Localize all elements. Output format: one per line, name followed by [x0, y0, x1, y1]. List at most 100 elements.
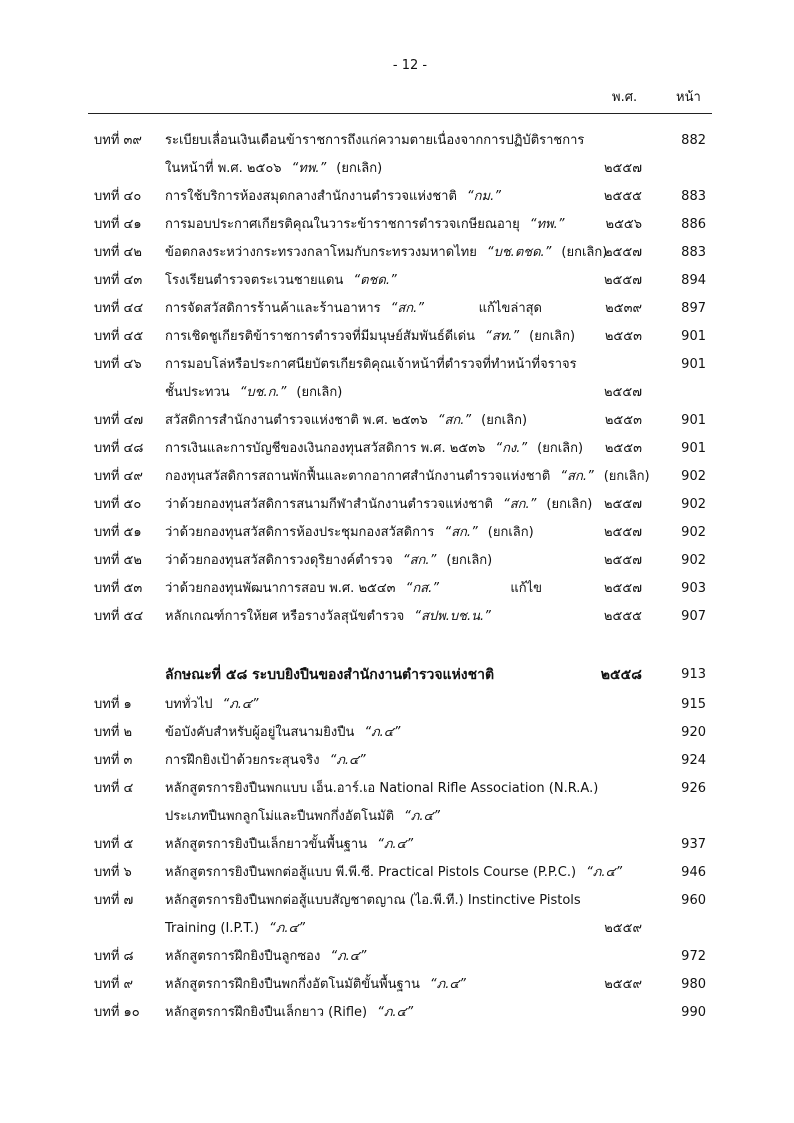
title-segment: “กส.”	[405, 581, 439, 596]
title-line: หลักสูตรการฝึกยิงปืนลูกซอง “ภ.๔”	[165, 947, 376, 967]
title-segment: ว่าด้วยกองทุนพัฒนาการสอบ พ.ศ. ๒๕๔๓	[165, 581, 396, 596]
chapter-label: บทที่ ๓	[94, 753, 133, 768]
title-segment: Training (I.P.T.)	[165, 921, 260, 936]
year: ๒๕๕๙	[604, 977, 642, 992]
title-line: หลักสูตรการยิงปืนพกแบบ เอ็น.อาร์.เอ Nati…	[165, 779, 608, 799]
title-segment: สวัสดิการสำนักงานตำรวจแห่งชาติ พ.ศ. ๒๕๓๖	[165, 413, 428, 428]
page-ref: 886	[681, 217, 706, 232]
title-segment: ในหน้าที่ พ.ศ. ๒๕๐๖	[165, 161, 282, 176]
title-segment: “ภ.๔”	[269, 921, 306, 936]
chapter-label: บทที่ ๔	[94, 781, 134, 796]
title-segment: หลักสูตรการฝึกยิงปืนลูกซอง	[165, 949, 321, 964]
chapter-label: บทที่ ๘	[94, 949, 134, 964]
year: ๒๕๕๕	[603, 609, 642, 624]
title-segment: “สก.”	[390, 301, 425, 316]
page-ref: 920	[681, 725, 706, 740]
chapter-label: บทที่ ๔๐	[94, 189, 142, 204]
page-ref: 901	[681, 329, 706, 344]
title-segment: “สก.”	[560, 469, 594, 484]
year: ๒๕๕๙	[604, 921, 642, 936]
title-segment: (ยกเลิก)	[446, 553, 493, 568]
note: แก้ไข	[510, 581, 542, 596]
title-line: โรงเรียนตำรวจตระเวนชายแดน “ตชด.”	[165, 271, 407, 291]
title-line: ระเบียบเลื่อนเงินเดือนข้าราชการถึงแก่ควา…	[165, 131, 594, 151]
title-line: ในหน้าที่ พ.ศ. ๒๕๐๖ “ทพ.” (ยกเลิก)	[165, 159, 392, 179]
page-ref: 882	[681, 133, 706, 148]
page-ref: 924	[681, 753, 706, 768]
title-segment: ว่าด้วยกองทุนสวัสดิการวงดุริยางค์ตำรวจ	[165, 553, 393, 568]
title-segment: ข้อตกลงระหว่างกระทรวงกลาโหมกับกระทรวงมหา…	[165, 245, 477, 260]
title-segment: “สก.”	[502, 497, 537, 512]
title-segment: การฝึกยิงเป้าด้วยกระสุนจริง	[165, 753, 320, 768]
title-segment: “กง.”	[495, 441, 528, 456]
title-segment: (ยกเลิก)	[336, 161, 383, 176]
title-line: หลักสูตรการฝึกยิงปืนพกกึ่งอัตโนมัติขั้นพ…	[165, 975, 476, 995]
title-line: การใช้บริการห้องสมุดกลางสำนักงานตำรวจแห่…	[165, 187, 511, 207]
title-line: ข้อตกลงระหว่างกระทรวงกลาโหมกับกระทรวงมหา…	[165, 243, 617, 263]
title-segment: “ภ.๔”	[222, 697, 259, 712]
title-line: หลักเกณฑ์การให้ยศ หรือรางวัลสุนัขตำรวจ “ส…	[165, 607, 501, 627]
year: ๒๕๕๗	[603, 385, 642, 400]
title-segment: “ทพ.”	[529, 217, 565, 232]
title-segment: การใช้บริการห้องสมุดกลางสำนักงานตำรวจแห่…	[165, 189, 457, 204]
title-line: การเชิดชูเกียรติข้าราชการตำรวจที่มีมนุษย…	[165, 327, 585, 347]
page-ref: 990	[681, 1005, 706, 1020]
title-line: Training (I.P.T.) “ภ.๔”	[165, 919, 315, 939]
chapter-label: บทที่ ๔๒	[94, 245, 142, 260]
title-segment: “ภ.๔”	[377, 1005, 414, 1020]
title-line: การจัดสวัสดิการร้านค้าและร้านอาหาร “สก.”	[165, 299, 434, 319]
chapter-label: บทที่ ๕๒	[94, 553, 142, 568]
title-segment: “บช.ก.”	[239, 385, 287, 400]
title-line: การเงินและการบัญชีของเงินกองทุนสวัสดิการ…	[165, 439, 593, 459]
title-segment: หลักสูตรการยิงปืนพกต่อสู้แบบ พี.พี.ซี. P…	[165, 865, 577, 880]
chapter-label: บทที่ ๔๖	[94, 357, 142, 372]
title-segment: “สก.”	[437, 413, 472, 428]
section-page: 913	[681, 667, 706, 682]
title-segment: การมอบโล่หรือประกาศนียบัตรเกียรติคุณเจ้า…	[165, 357, 577, 372]
title-segment: ประเภทปืนพกลูกโม่และปืนพกกึ่งอัตโนมัติ	[165, 809, 395, 824]
title-segment: “ภ.๔”	[377, 837, 414, 852]
title-segment: (ยกเลิก)	[546, 497, 593, 512]
title-segment: “ภ.๔”	[330, 949, 367, 964]
page-number: - 12 -	[392, 58, 428, 73]
chapter-label: บทที่ ๒	[94, 725, 133, 740]
title-line: ข้อบังคับสำหรับผู้อยู่ในสนามยิงปืน “ภ.๔”	[165, 723, 410, 743]
title-segment: “ตชด.”	[353, 273, 397, 288]
title-segment: (ยกเลิก)	[561, 245, 608, 260]
section-year: ๒๕๕๘	[600, 667, 642, 683]
title-segment: (ยกเลิก)	[296, 385, 343, 400]
chapter-label: บทที่ ๖	[94, 865, 132, 880]
chapter-label: บทที่ ๕๑	[94, 525, 142, 540]
page-ref: 894	[681, 273, 706, 288]
page-ref: 980	[681, 977, 706, 992]
title-segment: หลักสูตรการฝึกยิงปืนเล็กยาว (Rifle)	[165, 1005, 368, 1020]
year: ๒๕๕๗	[603, 497, 642, 512]
year: ๒๕๕๗	[603, 273, 642, 288]
page-ref: 960	[681, 893, 706, 908]
chapter-label: บทที่ ๙	[94, 977, 134, 992]
year: ๒๕๕๓	[604, 441, 642, 456]
page-ref: 926	[681, 781, 706, 796]
page-ref: 937	[681, 837, 706, 852]
chapter-label: บทที่ ๔๘	[94, 441, 144, 456]
year: ๒๕๕๗	[603, 553, 642, 568]
page-ref: 901	[681, 357, 706, 372]
title-segment: (ยกเลิก)	[603, 469, 650, 484]
note: แก้ไขล่าสุด	[478, 301, 542, 316]
title-segment: “สท.”	[485, 329, 520, 344]
chapter-label: บทที่ ๕๓	[94, 581, 143, 596]
title-line: การมอบประกาศเกียรติคุณในวาระข้าราชการตำร…	[165, 215, 574, 235]
chapter-label: บทที่ ๔๗	[94, 413, 144, 428]
title-segment: ข้อบังคับสำหรับผู้อยู่ในสนามยิงปืน	[165, 725, 355, 740]
title-line: ประเภทปืนพกลูกโม่และปืนพกกึ่งอัตโนมัติ “ภ…	[165, 807, 450, 827]
title-line: ว่าด้วยกองทุนสวัสดิการห้องประชุมกองสวัสด…	[165, 523, 544, 543]
title-segment: หลักสูตรการฝึกยิงปืนพกกึ่งอัตโนมัติขั้นพ…	[165, 977, 420, 992]
page-ref: 902	[681, 525, 706, 540]
chapter-label: บทที่ ๕๐	[94, 497, 142, 512]
title-segment: “ภ.๔”	[404, 809, 441, 824]
title-segment: “สปพ.บช.น.”	[414, 609, 491, 624]
title-line: ว่าด้วยกองทุนสวัสดิการวงดุริยางค์ตำรวจ “ส…	[165, 551, 502, 571]
year: ๒๕๕๗	[603, 161, 642, 176]
year: ๒๕๕๗	[603, 245, 642, 260]
page-ref: 901	[681, 441, 706, 456]
